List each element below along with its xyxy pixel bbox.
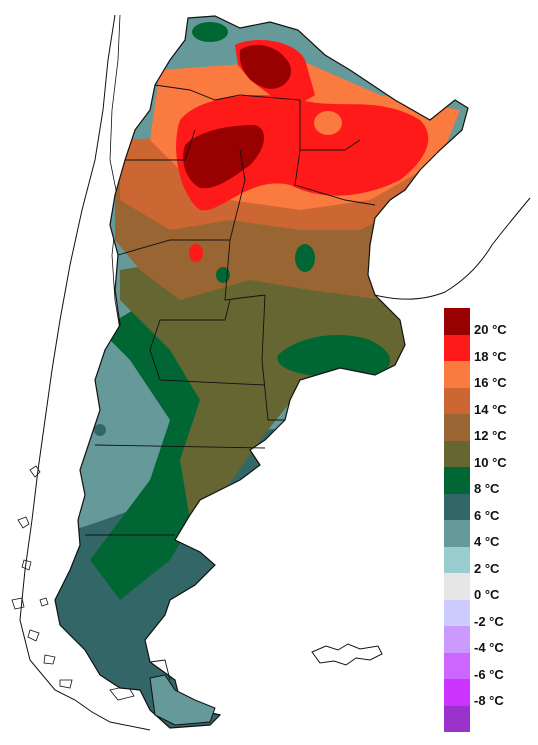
legend-label: 0 °C	[474, 587, 500, 602]
legend-swatch	[444, 308, 470, 335]
legend-label: 12 °C	[474, 428, 507, 443]
legend-label: 6 °C	[474, 507, 500, 523]
legend-label: 2 °C	[474, 560, 500, 576]
legend-label: -6 °C	[474, 666, 504, 682]
legend-swatch	[444, 493, 470, 520]
legend-swatch	[444, 573, 470, 600]
legend-swatch	[444, 387, 470, 414]
legend-swatch	[444, 652, 470, 679]
province-borders	[85, 84, 376, 681]
legend-swatch	[444, 467, 470, 494]
uruguay-coastline	[374, 197, 531, 300]
legend-swatch	[444, 599, 470, 626]
legend-label: 10 °C	[474, 454, 507, 470]
tierra-del-fuego	[149, 674, 216, 726]
legend-label: 8 °C	[474, 481, 500, 496]
legend-swatch	[444, 520, 470, 547]
legend-swatch	[444, 361, 470, 388]
legend-swatch	[444, 705, 470, 732]
legend-label: 18 °C	[474, 348, 507, 364]
legend-label: -8 °C	[474, 693, 504, 708]
legend-swatch	[444, 334, 470, 361]
argentina-outline	[54, 15, 469, 729]
legend-label: 14 °C	[474, 401, 507, 417]
legend-label: -2 °C	[474, 613, 504, 629]
legend-label: 4 °C	[474, 534, 500, 549]
legend-swatch	[444, 546, 470, 573]
chile-coastline	[19, 14, 151, 731]
legend-label: -4 °C	[474, 640, 504, 655]
legend-label: 16 °C	[474, 375, 507, 390]
legend-swatch	[444, 414, 470, 441]
falkland-islands	[311, 643, 383, 666]
legend-swatch	[444, 626, 470, 653]
chile-inland-border	[109, 14, 121, 331]
legend-swatch	[444, 440, 470, 467]
legend-swatch	[444, 679, 470, 706]
chile-islands	[11, 465, 135, 701]
legend-label: 20 °C	[474, 322, 507, 337]
